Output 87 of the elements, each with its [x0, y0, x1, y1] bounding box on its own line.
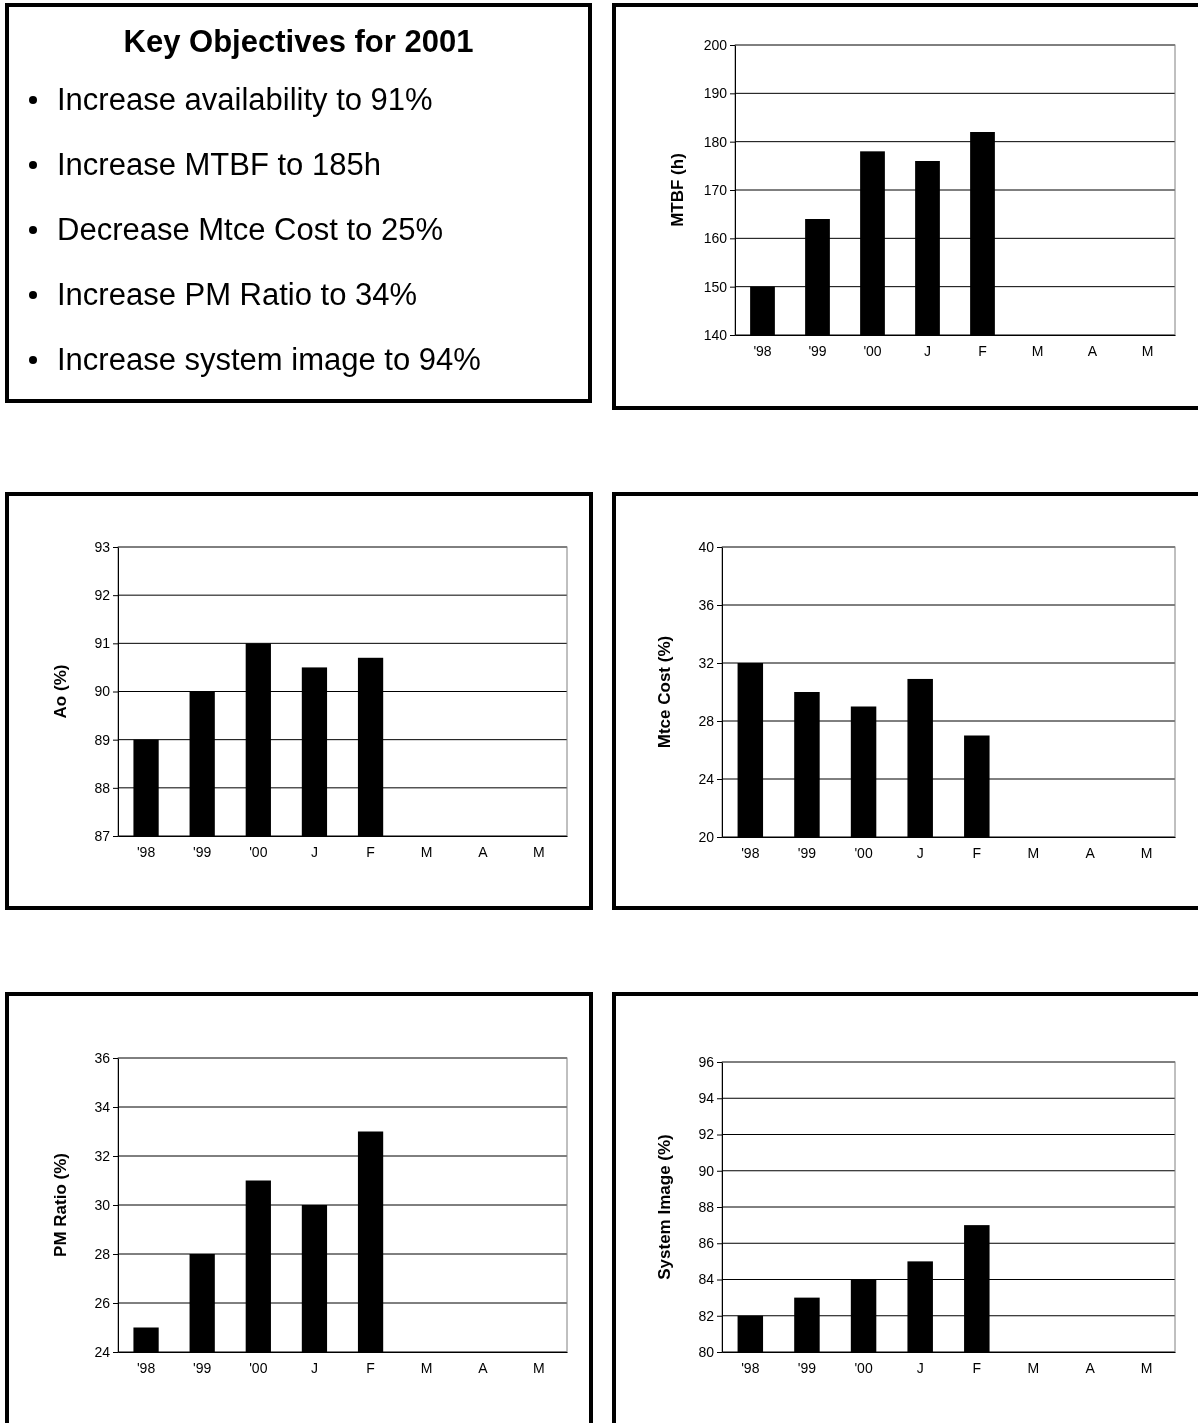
y-tick-label: 32	[698, 654, 715, 671]
text: Increase MTBF to 185h	[57, 147, 381, 182]
x-tick-label: J	[924, 343, 931, 360]
y-tick-label: 84	[698, 1271, 715, 1288]
x-tick-label: J	[916, 845, 924, 862]
x-tick-label: '99	[797, 1360, 817, 1377]
text: Increase system image to 94%	[57, 342, 481, 377]
x-tick-label: '99	[808, 343, 827, 360]
text: Increase PM Ratio to 34%	[57, 277, 418, 312]
x-tick-label: M	[1031, 343, 1044, 360]
text: Increase availability to 91%	[57, 82, 433, 117]
x-tick-label: A	[478, 1360, 489, 1377]
x-tick-label: M	[1140, 845, 1153, 862]
x-tick-label: '00	[249, 1360, 268, 1377]
y-tick-label: 24	[94, 1343, 111, 1360]
y-axis-title: MTBF (h)	[668, 153, 687, 227]
x-tick-label: '00	[854, 1360, 873, 1377]
x-tick-label: J	[310, 844, 318, 861]
x-tick-label: '99	[193, 844, 212, 861]
y-tick-label: 170	[703, 181, 728, 198]
x-tick-label: A	[478, 844, 489, 861]
y-tick-label: 40	[698, 538, 715, 555]
y-axis-title: PM Ratio (%)	[51, 1153, 70, 1257]
x-tick-label: M	[1141, 343, 1154, 360]
y-tick-label: 92	[94, 587, 111, 604]
y-tick-label: 88	[94, 779, 111, 796]
x-tick-label: '98	[136, 844, 156, 861]
x-tick-label: M	[533, 844, 545, 861]
x-tick-label: J	[310, 1360, 318, 1377]
y-tick-label: 30	[94, 1196, 111, 1213]
y-tick-label: 24	[698, 770, 715, 787]
x-tick-label: '98	[741, 845, 760, 862]
x-tick-label: J	[916, 1360, 924, 1377]
y-tick-label: 82	[698, 1307, 715, 1324]
y-tick-label: 160	[703, 230, 728, 247]
x-tick-label: F	[972, 845, 982, 862]
y-tick-label: 28	[94, 1245, 111, 1262]
y-tick-label: 94	[698, 1090, 715, 1107]
x-tick-label: M	[1027, 1360, 1040, 1377]
y-tick-label: 36	[94, 1049, 111, 1066]
y-tick-label: 90	[698, 1162, 715, 1179]
y-tick-label: 34	[94, 1098, 111, 1115]
y-tick-label: 92	[698, 1126, 715, 1143]
y-tick-label: 190	[703, 85, 728, 102]
x-tick-label: M	[533, 1360, 545, 1377]
y-tick-label: 91	[94, 635, 111, 652]
y-axis-title: Mtce Cost (%)	[655, 635, 674, 749]
y-tick-label: 80	[698, 1343, 715, 1360]
y-tick-label: 26	[94, 1294, 111, 1311]
y-tick-label: 32	[94, 1147, 111, 1164]
x-tick-label: '00	[854, 845, 873, 862]
x-tick-label: '00	[249, 844, 268, 861]
text: Decrease Mtce Cost to 25%	[57, 212, 443, 247]
y-axis-title: System Image (%)	[655, 1134, 674, 1280]
x-tick-label: '98	[753, 343, 772, 360]
y-tick-label: 93	[94, 538, 111, 555]
x-tick-label: '99	[193, 1360, 212, 1377]
x-tick-label: F	[972, 1360, 982, 1377]
y-tick-label: 36	[698, 596, 715, 613]
y-tick-label: 89	[94, 731, 111, 748]
x-tick-label: M	[1140, 1360, 1153, 1377]
y-tick-label: 90	[94, 683, 111, 700]
y-tick-label: 20	[698, 828, 715, 845]
x-tick-label: M	[420, 1360, 433, 1377]
y-tick-label: 87	[94, 827, 111, 844]
x-tick-label: F	[978, 343, 987, 360]
y-tick-label: 28	[698, 712, 715, 729]
x-tick-label: '00	[863, 343, 882, 360]
x-tick-label: A	[1085, 845, 1096, 862]
y-tick-label: 180	[703, 133, 728, 150]
text: Key Objectives for 2001	[123, 24, 474, 59]
x-tick-label: A	[1085, 1360, 1096, 1377]
x-tick-label: F	[366, 1360, 375, 1377]
y-tick-label: 200	[703, 36, 728, 53]
y-tick-label: 86	[698, 1235, 715, 1252]
y-axis-title: Ao (%)	[51, 664, 70, 719]
x-tick-label: '99	[797, 845, 817, 862]
x-tick-label: M	[420, 844, 433, 861]
y-tick-label: 140	[703, 326, 728, 343]
x-tick-label: F	[366, 844, 375, 861]
y-tick-label: 150	[703, 278, 728, 295]
x-tick-label: M	[1027, 845, 1040, 862]
x-tick-label: '98	[136, 1360, 156, 1377]
x-tick-label: A	[1087, 343, 1098, 360]
y-tick-label: 96	[698, 1053, 715, 1070]
x-tick-label: '98	[741, 1360, 760, 1377]
y-tick-label: 88	[698, 1198, 715, 1215]
